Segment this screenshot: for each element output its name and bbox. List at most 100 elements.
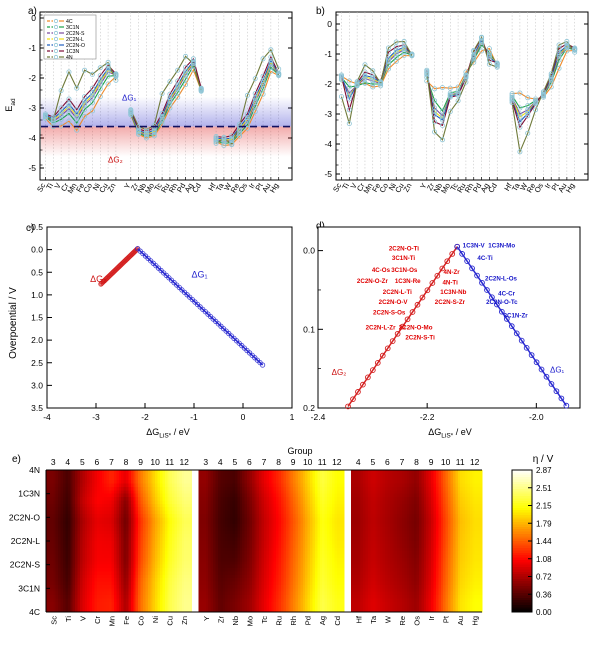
legend-item-label: 2C2N-S [66, 31, 85, 37]
point-label-blue: 2C2N-L-Os [485, 276, 518, 283]
element-label: Hg [268, 182, 281, 195]
panel-e-xaxis-title: Group [287, 446, 312, 456]
element-label: Pd [471, 182, 483, 194]
group-number: 3 [51, 457, 56, 467]
y-tick-label: 0.2 [303, 403, 315, 413]
y-tick-label: 0.0 [31, 245, 43, 255]
group-number: 11 [318, 457, 327, 467]
row-label: 4C [29, 607, 40, 617]
element-label: Y [202, 616, 211, 621]
y-tick-label: -1 [28, 43, 36, 53]
element-label: Zn [180, 616, 189, 625]
element-label: Ni [91, 181, 103, 192]
point-label-red: 2C2N-L-Zr [366, 324, 396, 331]
group-number: 6 [385, 457, 390, 467]
y-tick-label: 3.5 [31, 403, 43, 413]
panel-a-series [42, 47, 282, 148]
element-label: Cd [333, 616, 342, 626]
colorbar-tick-label: 2.51 [536, 484, 552, 493]
element-label: Ni [151, 616, 160, 623]
point-label-red: 2C2N-O-Ti [389, 246, 419, 253]
element-label: Sc [35, 181, 47, 193]
y-tick-label: 3.0 [31, 380, 43, 390]
element-label: Rh [289, 616, 298, 626]
point-label-red: 2C2N-S-Zr [435, 299, 466, 306]
x-tick-label: -1 [190, 412, 198, 422]
point-label-red: 2C2N-O-Mo [399, 324, 433, 331]
group-number: 6 [95, 457, 100, 467]
element-label: Hf [502, 181, 514, 193]
panel-c-x-ticks: -4 -3 -2 -1 0 1 [43, 403, 295, 422]
panel-c-y-ticks: -0.5 0.0 0.5 1.0 1.5 2.0 2.5 3.0 3.5 [28, 222, 52, 413]
legend-item-label: 4C [66, 19, 73, 25]
element-label: Ag [479, 182, 491, 194]
row-label: 3C1N [18, 583, 40, 593]
element-label: Cu [97, 182, 110, 195]
panel-d: d) 0.00.10.2 -2.4-2.2-2.0 2C2N-O-Ti3C1N-… [300, 215, 600, 440]
element-label: Re [229, 182, 242, 195]
point-label-red: 2C2N-L-Ti [383, 289, 412, 296]
element-label: Zr [425, 181, 437, 192]
y-tick-label: -3 [28, 103, 36, 113]
colorbar-tick-label: 1.79 [536, 519, 552, 528]
element-label: Ti [340, 181, 351, 191]
point-label-red: 3C1N-Os [391, 267, 418, 274]
point-label-red: 4N-Zr [444, 269, 461, 276]
element-label: Fe [122, 616, 131, 625]
group-number: 10 [303, 457, 313, 467]
panel-c-ylabel: Overpoential / V [8, 287, 19, 359]
group-number: 10 [441, 457, 451, 467]
element-label: Au [556, 182, 568, 194]
colorbar-tick-label: 2.87 [536, 466, 552, 475]
x-tick-label: -2.2 [420, 412, 435, 422]
y-tick-label: 1.0 [31, 290, 43, 300]
element-label: Au [260, 182, 272, 194]
element-label: V [53, 182, 63, 191]
point-label-red: 2C2N-O-V [379, 299, 409, 306]
element-label: Ag [318, 616, 327, 625]
group-number: 8 [414, 457, 419, 467]
element-label: Ir [543, 181, 553, 190]
element-label: Zn [401, 182, 413, 194]
element-label: W [518, 181, 530, 192]
panel-b-y-ticks: 0 -1 -2 -3 -4 -5 [324, 14, 588, 179]
colorbar-tick-label: 2.15 [536, 502, 552, 511]
point-label-red: 4N-Ti [442, 279, 458, 286]
panel-b-label: b) [316, 6, 325, 17]
row-label: 1C3N [18, 489, 40, 499]
panel-c-dg2-annotation: ΔG₂ [90, 274, 107, 284]
y-tick-label: -4 [324, 139, 332, 149]
point-label-red: 2C2N-S-Ti [405, 335, 435, 342]
x-tick-label: -4 [43, 412, 51, 422]
element-label: Ru [455, 182, 468, 195]
row-label: 4N [29, 465, 40, 475]
element-label: Hg [471, 616, 480, 626]
element-label: Tc [260, 616, 269, 624]
panel-d-frame [317, 226, 581, 409]
panel-d-xlabel: ΔGLiS* / eV [428, 427, 471, 440]
panel-e-element-labels: Sc Ti V Cr Mn Fe Co Ni Cu Zn Y Zr Nb Mo Tc Ru Rh Pd Ag Cd Hf… [49, 615, 479, 626]
element-label: Sc [49, 616, 58, 625]
point-label-red: 1C3N-Nb [440, 289, 466, 296]
element-label: Nb [231, 616, 240, 626]
element-label: Cd [486, 182, 499, 195]
point-label-red: 3C1N-Ti [392, 255, 416, 262]
element-label: Fe [74, 182, 86, 194]
panel-b-frame [335, 11, 589, 181]
element-label: Ti [44, 181, 55, 191]
group-number: 5 [233, 457, 238, 467]
element-label: Pd [304, 616, 313, 625]
y-tick-label: -5 [28, 163, 36, 173]
element-label: Fe [370, 182, 382, 194]
group-number: 5 [80, 457, 85, 467]
group-number: 8 [276, 457, 281, 467]
point-label-blue: 3C1N-Zr [504, 313, 529, 320]
element-label: Nb [136, 182, 149, 195]
group-number: 12 [179, 457, 189, 467]
element-label: Tc [448, 181, 460, 192]
y-tick-label: 0.5 [31, 267, 43, 277]
element-label: Co [82, 182, 95, 195]
group-number: 4 [356, 457, 361, 467]
